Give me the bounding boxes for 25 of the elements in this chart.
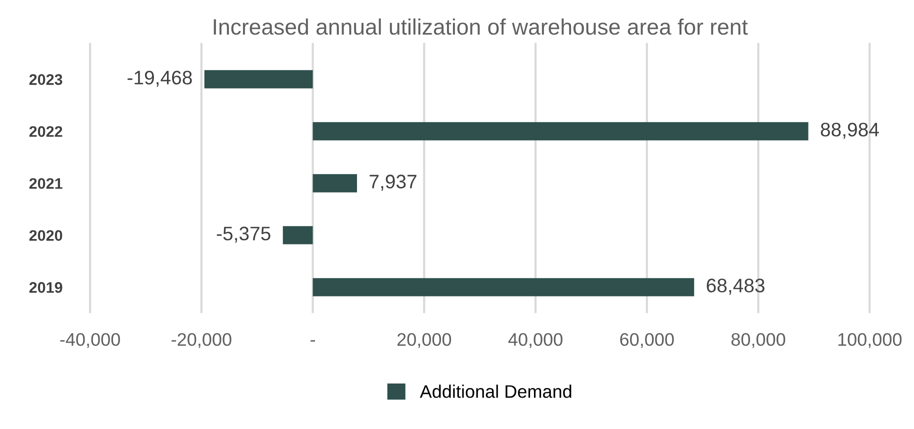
x-tick-label: 80,000	[731, 333, 786, 348]
bar	[312, 122, 808, 140]
data-label: -5,375	[216, 226, 270, 243]
x-tick-label: -20,000	[172, 333, 232, 348]
y-tick-label: 2023	[29, 74, 62, 85]
bar	[312, 278, 694, 296]
chart-title: Increased annual utilization of warehouse area for rent	[214, 18, 748, 35]
data-label: 88,984	[820, 122, 879, 139]
x-tick-label: -40,000	[60, 333, 120, 348]
bar	[204, 70, 313, 88]
bar	[312, 174, 357, 192]
x-tick-label: -	[310, 340, 315, 342]
y-tick-label: 2019	[29, 282, 62, 293]
data-label: 68,483	[706, 278, 764, 295]
x-tick-label: 60,000	[620, 333, 674, 348]
x-tick-label: 40,000	[508, 333, 562, 348]
bar	[282, 226, 313, 244]
legend-label: Additional Demand	[420, 384, 572, 398]
data-label: -19,468	[128, 70, 192, 87]
data-label: 7,937	[370, 174, 416, 191]
x-tick-label: 20,000	[397, 333, 452, 348]
y-tick-label: 2022	[29, 126, 62, 137]
y-tick-label: 2020	[29, 230, 62, 241]
x-tick-label: 100,000	[838, 333, 902, 348]
y-tick-label: 2021	[29, 178, 62, 189]
